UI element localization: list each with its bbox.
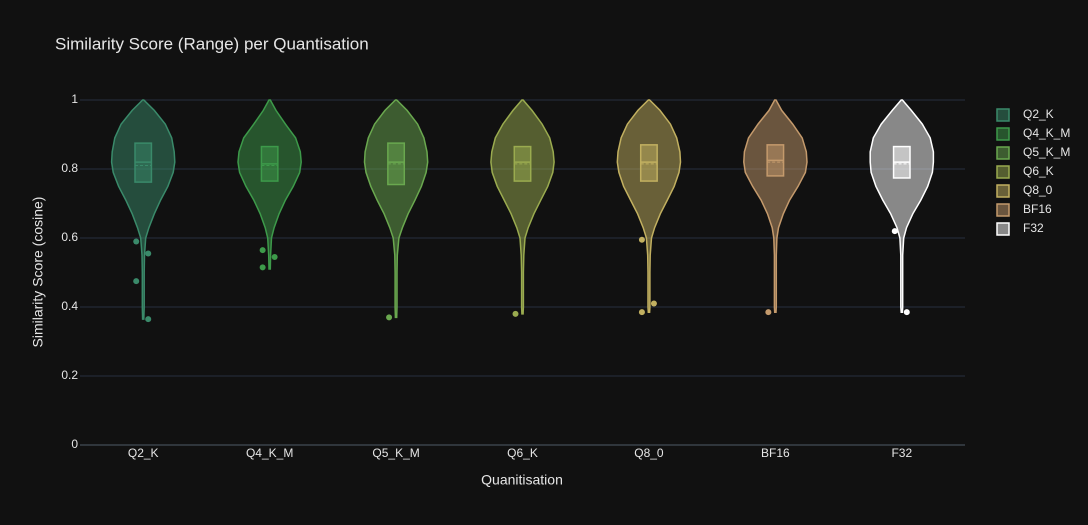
x-tick-label: BF16: [761, 446, 790, 460]
x-tick-label: Q2_K: [128, 446, 159, 460]
violin-body: [616, 99, 682, 313]
legend-swatch[interactable]: [996, 222, 1010, 236]
y-axis-title: Similarity Score (cosine): [30, 197, 46, 348]
outlier-point: [145, 316, 152, 323]
outlier-point: [271, 253, 278, 260]
outlier-point: [638, 309, 645, 316]
legend-label[interactable]: Q6_K: [1023, 164, 1054, 178]
chart-title: Similarity Score (Range) per Quantisatio…: [55, 34, 369, 53]
violin-body: [869, 99, 935, 313]
violin-body: [110, 99, 176, 320]
violin-body: [743, 99, 808, 313]
y-tick-label: 0.8: [61, 161, 78, 175]
outlier-point: [512, 310, 519, 317]
y-tick-label: 0.6: [61, 230, 78, 244]
outlier-point: [765, 309, 772, 316]
legend-swatch[interactable]: [996, 146, 1010, 160]
violin-body: [237, 99, 302, 270]
x-tick-label: Q6_K: [507, 446, 538, 460]
legend-swatch[interactable]: [996, 108, 1010, 122]
outlier-point: [145, 250, 152, 257]
y-tick-label: 0.2: [61, 368, 78, 382]
y-tick-label: 0: [71, 437, 78, 451]
outlier-point: [891, 228, 898, 235]
y-tick-label: 1: [71, 92, 78, 106]
legend-label[interactable]: Q4_K_M: [1023, 126, 1070, 140]
legend-swatch[interactable]: [996, 184, 1010, 198]
legend-swatch[interactable]: [996, 127, 1010, 141]
outlier-point: [386, 314, 393, 321]
violin-body: [490, 99, 555, 315]
x-tick-label: Q4_K_M: [246, 446, 293, 460]
legend-label[interactable]: Q5_K_M: [1023, 145, 1070, 159]
box: [639, 144, 658, 182]
legend-label[interactable]: BF16: [1023, 202, 1052, 216]
legend-label[interactable]: Q2_K: [1023, 107, 1054, 121]
outlier-point: [133, 278, 140, 285]
outlier-point: [650, 300, 657, 307]
outlier-point: [133, 238, 140, 245]
outlier-point: [259, 264, 266, 271]
legend-swatch[interactable]: [996, 165, 1010, 179]
y-tick-label: 0.4: [61, 299, 78, 313]
outlier-point: [638, 236, 645, 243]
x-tick-label: F32: [891, 446, 912, 460]
x-tick-label: Q5_K_M: [372, 446, 419, 460]
legend-label[interactable]: Q8_0: [1023, 183, 1053, 197]
legend-swatch[interactable]: [996, 203, 1010, 217]
outlier-point: [903, 309, 910, 316]
legend-label[interactable]: F32: [1023, 221, 1044, 235]
violin-body: [363, 99, 429, 319]
x-axis-title: Quanitisation: [481, 472, 563, 488]
outlier-point: [259, 247, 266, 254]
x-tick-label: Q8_0: [634, 446, 664, 460]
